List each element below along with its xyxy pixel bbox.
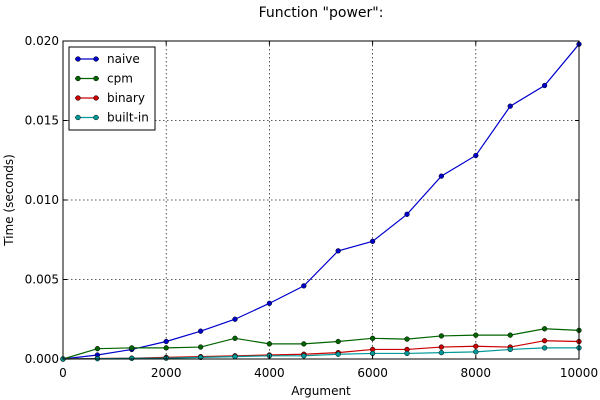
data-point [266,341,273,347]
data-point [197,344,204,350]
data-point [163,345,169,351]
series-cpm [60,326,582,362]
data-point [507,346,513,353]
data-point [232,353,238,360]
data-point [541,82,548,89]
data-point [473,332,479,338]
data-point [438,173,445,179]
data-point [163,338,169,345]
legend-marker [75,114,81,121]
x-tick-label: 4000 [254,366,285,380]
legend-marker [93,56,99,62]
data-point [438,344,445,350]
data-point [232,316,238,322]
data-point [404,336,410,342]
data-point [129,345,135,351]
legend-marker [93,114,99,121]
data-point [369,238,376,244]
data-point [232,335,238,341]
legend-label: binary [107,91,145,105]
data-point [473,152,479,159]
data-point [473,349,479,355]
data-point [335,248,341,254]
legend-marker [75,95,81,101]
data-point [335,338,341,345]
x-axis-label: Argument [291,384,351,398]
data-point [404,211,410,217]
legend-item: binary [75,91,145,105]
data-point [507,103,513,109]
x-tick-label: 6000 [357,366,388,380]
data-point [301,341,307,347]
y-tick-label: 0.020 [25,34,59,48]
series-group [60,41,582,362]
legend-item: cpm [75,72,133,86]
series-line [62,347,579,360]
y-axis-label: Time (seconds) [2,154,16,247]
legend: naive cpm binary built-in [68,46,156,131]
chart-title: Function "power": [259,5,384,21]
data-point [129,355,135,362]
x-tick-label: 0 [59,366,67,380]
y-tick-label: 0.005 [25,273,59,287]
series-line [62,328,580,360]
series-line [62,43,580,360]
data-point [438,333,445,339]
legend-label: naive [107,52,140,66]
legend-label: cpm [107,72,133,86]
legend-item: naive [75,52,140,66]
data-point [266,300,273,307]
legend-marker [93,95,99,101]
data-point [541,345,548,351]
data-point [369,335,376,341]
data-point [197,328,204,334]
data-point [404,350,410,357]
legend-item: built-in [75,111,149,125]
y-tick-label: 0.000 [25,352,59,366]
legend-marker [93,75,99,82]
x-tick-label: 10000 [560,366,598,380]
legend-box [68,46,156,131]
data-point [473,343,479,349]
legend-marker [75,56,81,62]
data-point [335,351,341,357]
legend-label: built-in [107,111,149,125]
data-point [94,346,101,352]
ticks: 0 2000 4000 6000 8000 10000 0.000 0.005 0.010 0.0… [25,34,598,380]
y-tick-label: 0.015 [25,114,59,128]
data-point [438,349,445,356]
y-tick-label: 0.010 [25,193,59,207]
data-point [541,338,548,344]
x-tick-label: 2000 [151,366,182,380]
legend-marker [75,75,81,82]
data-point [301,283,307,289]
series-built-in [60,345,582,362]
data-point [541,326,548,332]
data-point [301,353,307,359]
x-tick-label: 8000 [461,366,492,380]
data-point [507,332,513,338]
